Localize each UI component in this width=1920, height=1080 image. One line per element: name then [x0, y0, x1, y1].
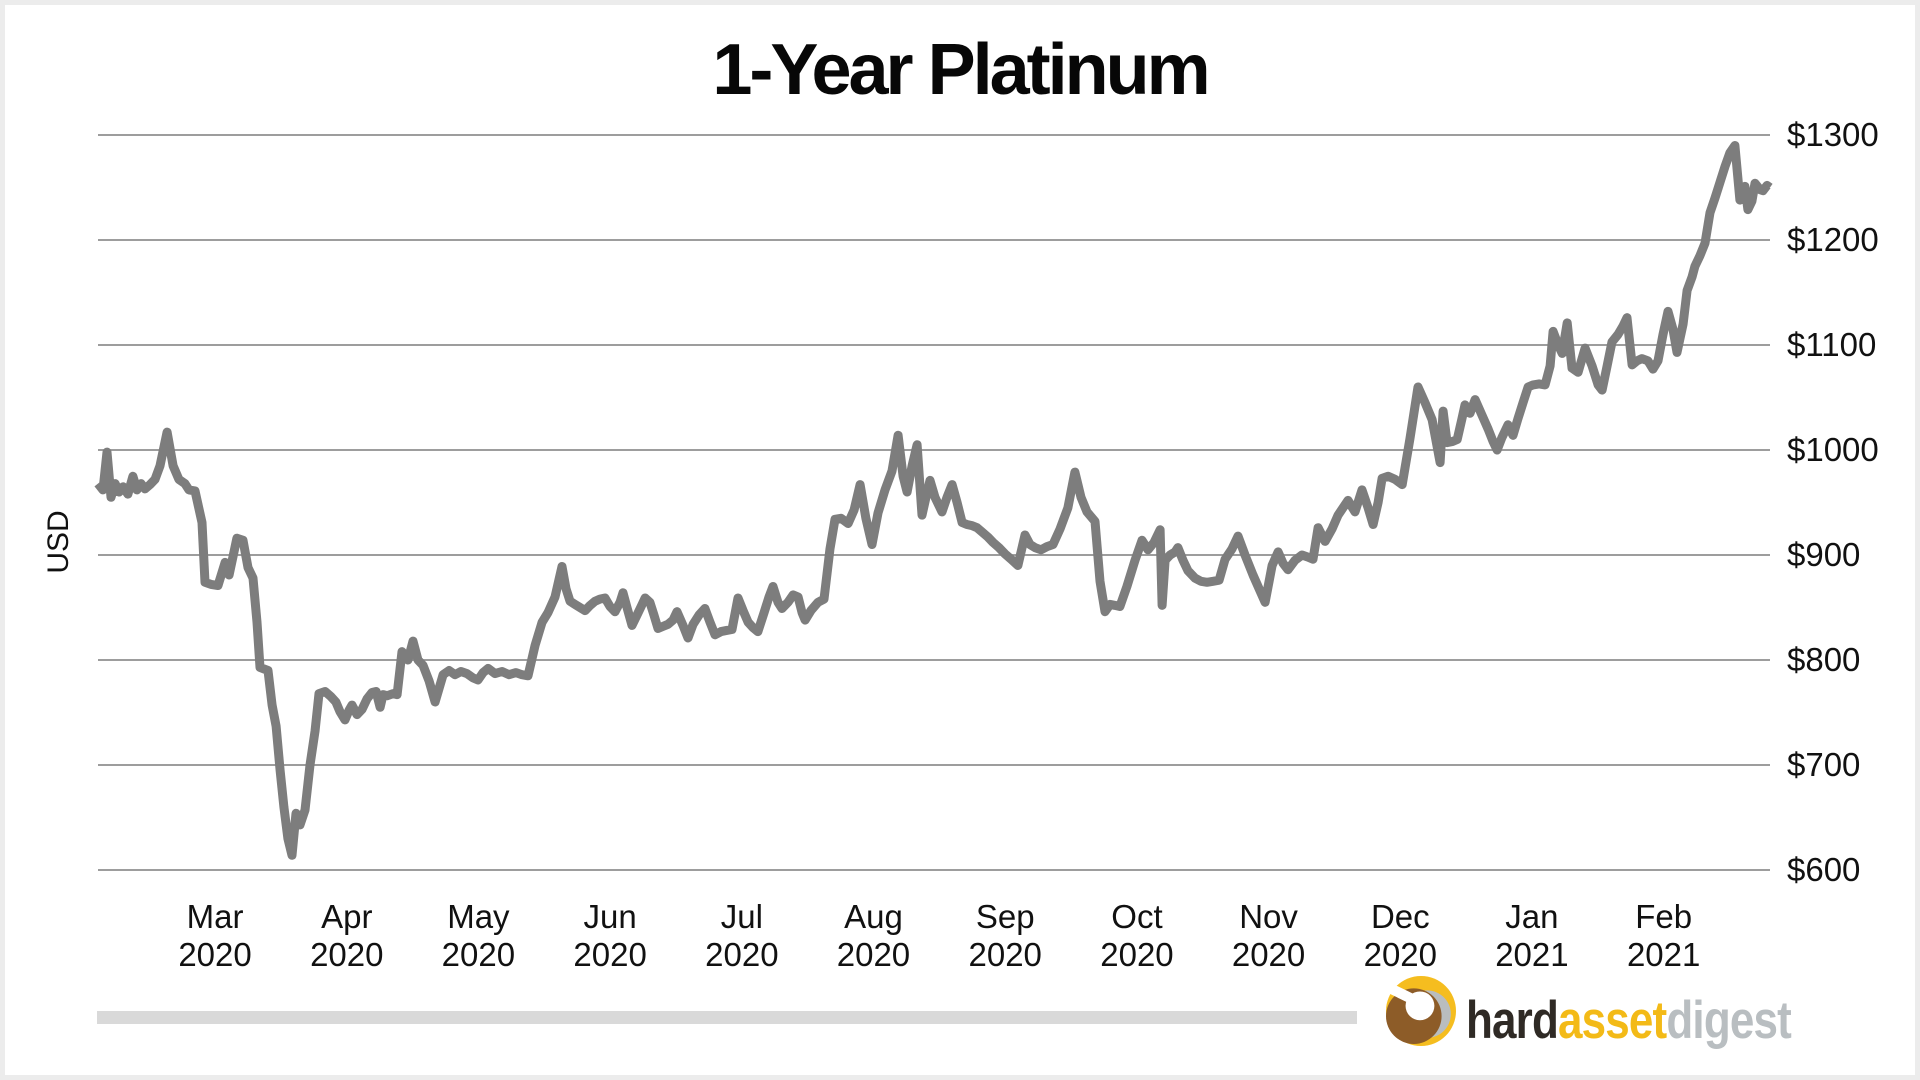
x-tick-label-oct-2020: Oct 2020 — [1067, 898, 1207, 974]
month-label: Oct — [1111, 898, 1163, 935]
year-label: 2020 — [573, 936, 647, 973]
month-label: Jan — [1505, 898, 1559, 935]
chart-title: 1-Year Platinum — [712, 30, 1210, 110]
logo-word-hard: hard — [1466, 991, 1559, 1050]
footer-divider-bar — [97, 1011, 1357, 1024]
month-label: May — [447, 898, 510, 935]
month-label: Jul — [720, 898, 763, 935]
hardassetdigest-logo: hardassetdigest — [1386, 976, 1858, 1051]
month-label: Mar — [186, 898, 244, 935]
hardassetdigest-logo-icon — [1386, 976, 1456, 1046]
x-tick-label-sep-2020: Sep 2020 — [935, 898, 1075, 974]
month-label: Apr — [321, 898, 373, 935]
month-label: Sep — [975, 898, 1035, 935]
month-label: Aug — [844, 898, 903, 935]
x-tick-label-jul-2020: Jul 2020 — [672, 898, 812, 974]
x-tick-label-jun-2020: Jun 2020 — [540, 898, 680, 974]
year-label: 2020 — [968, 936, 1042, 973]
month-label: Nov — [1239, 898, 1298, 935]
x-tick-label-jan-2021: Jan 2021 — [1462, 898, 1602, 974]
x-tick-label-may-2020: May 2020 — [408, 898, 548, 974]
x-tick-label-mar-2020: Mar 2020 — [145, 898, 285, 974]
year-label: 2020 — [1100, 936, 1174, 973]
hardassetdigest-logo-text: hardassetdigest — [1466, 990, 1792, 1051]
x-tick-label-aug-2020: Aug 2020 — [803, 898, 943, 974]
y-tick-label-800: $800 — [1787, 641, 1861, 678]
year-label: 2020 — [1363, 936, 1438, 973]
y-tick-label-600: $600 — [1787, 851, 1861, 888]
price-line — [94, 141, 1773, 860]
y-tick-label-1100: $1100 — [1787, 326, 1877, 363]
year-label: 2021 — [1626, 936, 1701, 973]
y-tick-label-1000: $1000 — [1787, 431, 1879, 468]
x-tick-label-feb-2021: Feb 2021 — [1594, 898, 1734, 974]
x-tick-label-dec-2020: Dec 2020 — [1330, 898, 1470, 974]
month-label: Feb — [1635, 898, 1693, 935]
year-label: 2021 — [1495, 936, 1569, 973]
x-tick-label-nov-2020: Nov 2020 — [1199, 898, 1339, 974]
logo-word-digest: digest — [1666, 991, 1791, 1050]
month-label: Jun — [583, 898, 637, 935]
year-label: 2020 — [836, 936, 911, 973]
y-tick-label-700: $700 — [1787, 746, 1861, 783]
year-label: 2020 — [310, 936, 384, 973]
y-tick-label-900: $900 — [1787, 536, 1861, 573]
year-label: 2020 — [705, 936, 779, 973]
y-tick-label-1200: $1200 — [1787, 221, 1879, 258]
price-line-chart — [94, 134, 1773, 871]
year-label: 2020 — [441, 936, 516, 973]
year-label: 2020 — [178, 936, 252, 973]
year-label: 2020 — [1231, 936, 1306, 973]
y-tick-label-1300: $1300 — [1787, 116, 1879, 153]
logo-word-asset: asset — [1558, 991, 1667, 1050]
month-label: Dec — [1370, 898, 1430, 935]
x-tick-label-apr-2020: Apr 2020 — [277, 898, 417, 974]
